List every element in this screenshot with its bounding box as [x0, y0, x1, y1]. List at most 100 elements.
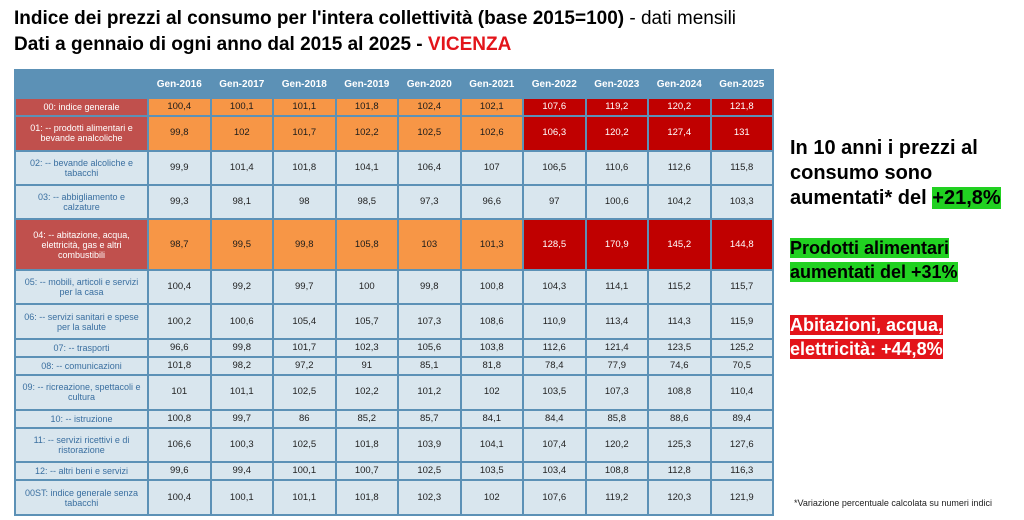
table-cell: 127,6: [711, 428, 772, 462]
table-cell: 77,9: [586, 358, 647, 375]
table-cell: 102,2: [336, 376, 397, 409]
table-cell: 100,1: [211, 481, 272, 514]
table-cell: 102,5: [274, 428, 335, 462]
table-cell: 96,6: [149, 339, 210, 357]
table-row: 03: -- abbigliamento e calzature 99,3 98,1…: [16, 186, 772, 219]
table-cell: 99,5: [211, 220, 272, 270]
table-cell: 100,4: [149, 99, 210, 116]
row-label: 09: -- ricreazione, spettacoli e cultura: [16, 376, 147, 409]
table-cell: 128,5: [524, 220, 585, 270]
row-label: 04: -- abitazione, acqua, elettricità, g…: [16, 220, 147, 270]
table-row: 06: -- servizi sanitari e spese per la s…: [16, 305, 772, 338]
table-cell: 101,8: [336, 99, 397, 116]
table-cell: 102,5: [274, 376, 335, 409]
table-cell: 112,8: [649, 463, 710, 480]
table-cell: 115,2: [649, 271, 710, 304]
price-index-table-wrap: Gen-2016 Gen-2017 Gen-2018 Gen-2019 Gen-2020…: [14, 69, 774, 516]
table-cell: 88,6: [649, 410, 710, 427]
table-cell: 102: [461, 376, 522, 409]
table-cell: 103: [399, 220, 460, 270]
table-row: 11: -- servizi ricettivi e di ristorazio…: [16, 428, 772, 462]
title-block: Indice dei prezzi al consumo per l'inter…: [14, 6, 1014, 58]
table-cell: 99,9: [149, 151, 210, 185]
table-cell: 120,2: [586, 117, 647, 150]
table-row: 00: indice generale 100,4 100,1 101,1 101,8 1…: [16, 99, 772, 116]
table-cell: 101,8: [336, 428, 397, 462]
table-cell: 107,3: [399, 305, 460, 338]
table-cell: 102,6: [461, 117, 522, 150]
table-cell: 121,4: [586, 339, 647, 357]
row-label: 00ST: indice generale senza tabacchi: [16, 481, 147, 514]
table-cell: 100,1: [274, 463, 335, 480]
table-cell: 102,2: [336, 117, 397, 150]
table-cell: 110,4: [711, 376, 772, 409]
column-header: Gen-2023: [586, 71, 647, 97]
table-cell: 102,4: [399, 99, 460, 116]
table-cell: 116,3: [711, 463, 772, 480]
table-cell: 91: [336, 358, 397, 375]
table-cell: 102,3: [336, 339, 397, 357]
table-cell: 104,1: [336, 151, 397, 185]
table-cell: 99,7: [211, 410, 272, 427]
table-cell: 85,7: [399, 410, 460, 427]
table-cell: 85,8: [586, 410, 647, 427]
table-cell: 99,8: [211, 339, 272, 357]
table-cell: 99,4: [211, 463, 272, 480]
table-cell: 81,8: [461, 358, 522, 375]
table-cell: 102: [211, 117, 272, 150]
table-cell: 101,8: [274, 151, 335, 185]
table-cell: 99,8: [274, 220, 335, 270]
table-cell: 108,6: [461, 305, 522, 338]
table-cell: 101,7: [274, 117, 335, 150]
table-cell: 100,3: [211, 428, 272, 462]
table-cell: 101,8: [336, 481, 397, 514]
table-cell: 112,6: [524, 339, 585, 357]
table-cell: 144,8: [711, 220, 772, 270]
table-cell: 96,6: [461, 186, 522, 219]
table-cell: 105,6: [399, 339, 460, 357]
table-row: 08: -- comunicazioni 101,8 98,2 97,2 91 85,1 8…: [16, 358, 772, 375]
table-row: 07: -- trasporti 96,6 99,8 101,7 102,3 105,6 1…: [16, 339, 772, 357]
row-label: 05: -- mobili, articoli e servizi per la…: [16, 271, 147, 304]
table-cell: 100,8: [149, 410, 210, 427]
table-cell: 127,4: [649, 117, 710, 150]
column-header: Gen-2016: [149, 71, 210, 97]
summary-total-value: +21,8%: [932, 187, 1001, 209]
title-line-2: Dati a gennaio di ogni anno dal 2015 al …: [14, 32, 1014, 58]
table-cell: 106,4: [399, 151, 460, 185]
table-row: 12: -- altri beni e servizi 99,6 99,4 100,1…: [16, 463, 772, 480]
table-cell: 100,6: [586, 186, 647, 219]
table-cell: 70,5: [711, 358, 772, 375]
table-cell: 103,5: [461, 463, 522, 480]
table-cell: 100: [336, 271, 397, 304]
table-cell: 100,6: [211, 305, 272, 338]
table-cell: 98: [274, 186, 335, 219]
table-cell: 106,5: [524, 151, 585, 185]
table-header-row: Gen-2016 Gen-2017 Gen-2018 Gen-2019 Gen-2020…: [16, 71, 772, 97]
table-cell: 103,3: [711, 186, 772, 219]
row-label: 02: -- bevande alcoliche e tabacchi: [16, 151, 147, 185]
table-cell: 84,1: [461, 410, 522, 427]
table-cell: 86: [274, 410, 335, 427]
row-label: 00: indice generale: [16, 99, 147, 116]
column-header: Gen-2024: [649, 71, 710, 97]
table-cell: 101,8: [149, 358, 210, 375]
table-cell: 85,1: [399, 358, 460, 375]
table-cell: 100,1: [211, 99, 272, 116]
table-cell: 101,1: [274, 481, 335, 514]
table-cell: 103,4: [524, 463, 585, 480]
table-cell: 120,2: [586, 428, 647, 462]
table-cell: 103,5: [524, 376, 585, 409]
table-body: 00: indice generale 100,4 100,1 101,1 101,8 1…: [16, 99, 772, 514]
table-cell: 99,2: [211, 271, 272, 304]
table-cell: 119,2: [586, 481, 647, 514]
subtitle-city: VICENZA: [427, 34, 512, 55]
table-cell: 115,9: [711, 305, 772, 338]
summary-total: In 10 anni i prezzi al consumo sono aume…: [790, 136, 1020, 211]
table-cell: 98,2: [211, 358, 272, 375]
table-cell: 108,8: [649, 376, 710, 409]
table-cell: 98,7: [149, 220, 210, 270]
table-cell: 104,1: [461, 428, 522, 462]
column-header: Gen-2018: [274, 71, 335, 97]
table-cell: 102,1: [461, 99, 522, 116]
